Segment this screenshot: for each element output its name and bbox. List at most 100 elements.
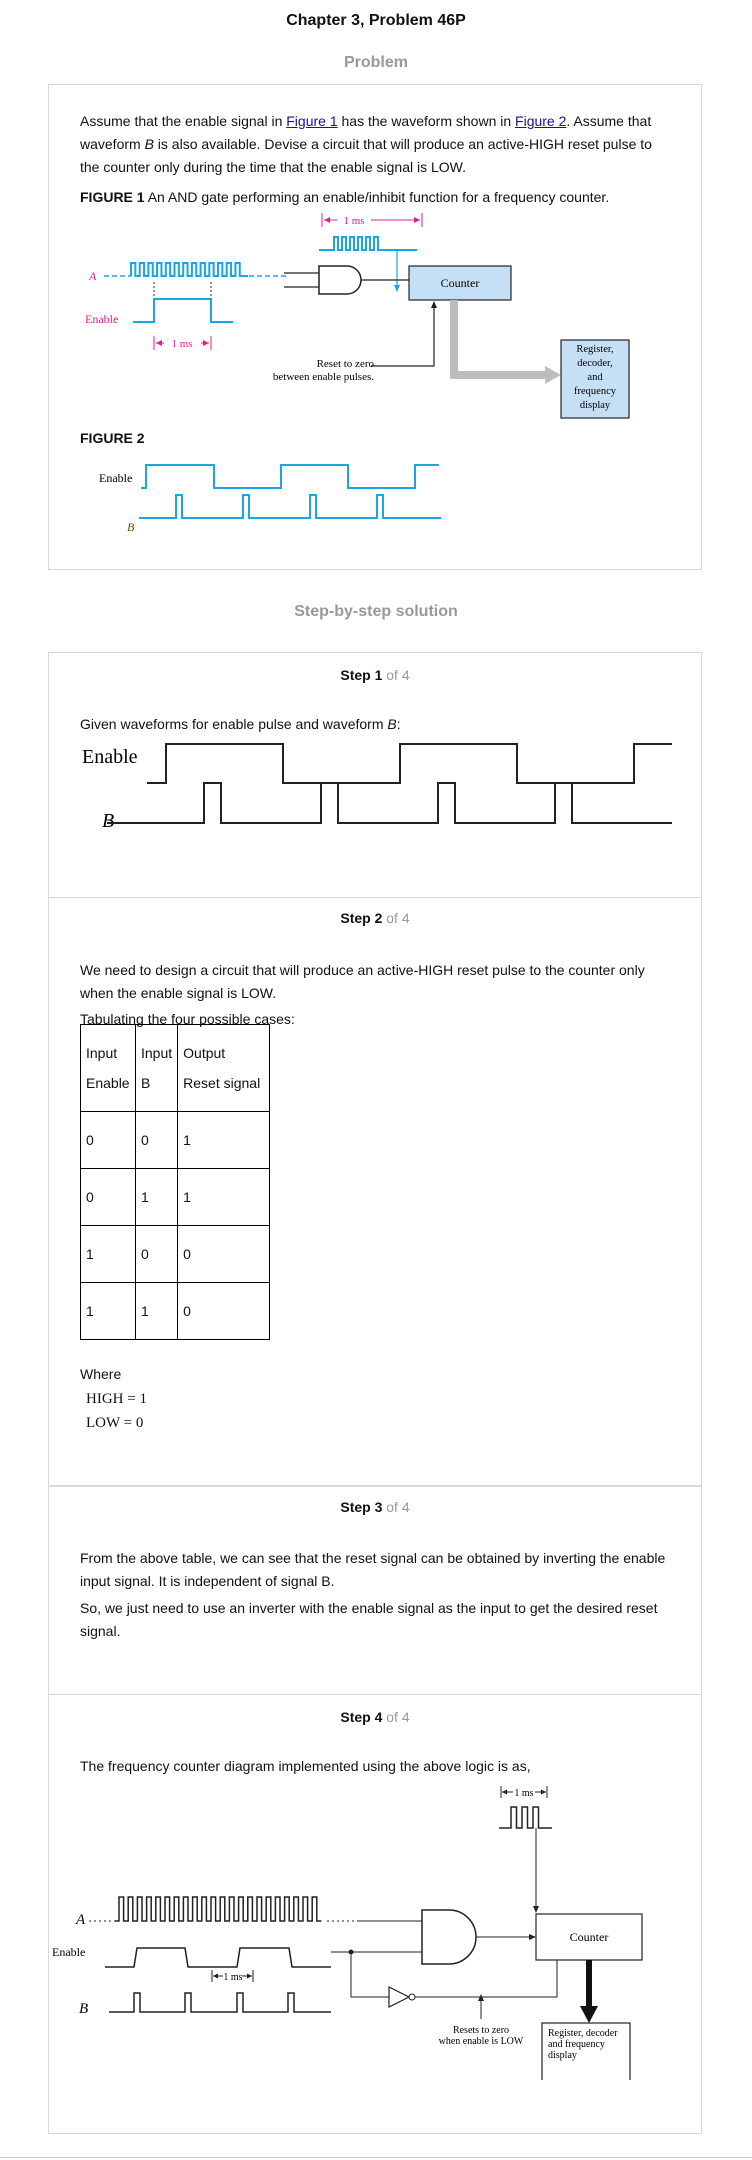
table-cell: 0 [80, 1111, 136, 1169]
register-label-line: Register, decoder [548, 2028, 618, 2039]
table-cell: 1 [134, 1282, 179, 1340]
a-waveform [130, 262, 249, 277]
problem-text-part: is also available. Devise a circuit that… [80, 136, 652, 175]
fig2-b-label: B [127, 520, 135, 534]
resets-label-line2: when enable is LOW [439, 2036, 524, 2047]
step-of-count: of 4 [386, 667, 410, 683]
figure-2-link[interactable]: Figure 2 [515, 113, 567, 129]
step-3-title: Step 3 of 4 [49, 1499, 701, 1515]
step-1-card: Step 1 of 4 Given waveforms for enable p… [48, 652, 702, 898]
ms-bottom-label: 1 ms [171, 338, 192, 350]
equation-high: HIGH = 1 [86, 1391, 147, 1407]
clock-waveform-top [319, 236, 417, 251]
ms-mid-label: 1 ms [223, 1972, 242, 1983]
header-line: Input [141, 1045, 173, 1061]
counter-box [535, 1913, 643, 1961]
step-number: Step 2 [340, 910, 383, 926]
variable-b: B [387, 716, 397, 732]
step-1-title: Step 1 of 4 [49, 667, 701, 683]
figure-1-link[interactable]: Figure 1 [286, 113, 338, 129]
counter-output-arrow [450, 300, 549, 379]
reset-label-line1: Reset to zero [317, 358, 375, 370]
step-number: Step 3 [340, 1499, 383, 1515]
table-cell: 1 [80, 1225, 136, 1283]
enable-label: Enable [85, 312, 118, 326]
register-label-line: frequency [574, 386, 617, 397]
a-waveform [115, 1896, 322, 1922]
problem-heading: Problem [343, 54, 408, 71]
where-label: Where [80, 1366, 122, 1382]
and-gate [318, 265, 362, 295]
header-line: B [141, 1075, 151, 1091]
clock-waveform-top [499, 1806, 552, 1829]
clock-arrowhead [394, 285, 400, 292]
step-1-text: Given waveforms for enable pulse and wav… [80, 713, 670, 736]
truth-header-cell: Input B [134, 1024, 179, 1112]
inverter-to-counter-wire [415, 1956, 558, 1998]
step-2-text-2: Tabulating the four possible cases: [80, 1011, 295, 1027]
step-2-title: Step 2 of 4 [49, 910, 701, 926]
fig2-b-waveform [139, 494, 441, 519]
step-3-text-2: So, we just need to use an inverter with… [80, 1600, 658, 1639]
problem-text-part: Assume that the enable signal in [80, 113, 287, 129]
step-1-waveforms: Enable B [82, 743, 672, 832]
step1-b-waveform [107, 782, 672, 824]
step-of-count: of 4 [386, 910, 410, 926]
register-label-line: and frequency [548, 2039, 605, 2050]
page-title: Chapter 3, Problem 46P [286, 12, 466, 29]
enable-label: Enable [52, 1945, 85, 1959]
ms-top-label: 1 ms [343, 215, 364, 227]
problem-card: Assume that the enable signal in Figure … [48, 84, 702, 570]
reset-pointer-arrowhead [478, 1994, 484, 2001]
clock-arrowhead [533, 1906, 539, 1913]
step1-enable-label: Enable [82, 746, 138, 768]
figure-2-label: FIGURE 2 [80, 430, 145, 446]
enable-to-inverter-wire [350, 1952, 389, 1998]
table-cell: 0 [177, 1225, 271, 1283]
reset-arrowhead [431, 301, 437, 308]
reset-label-line2: between enable pulses. [273, 371, 374, 383]
and-gate [421, 1909, 477, 1965]
a-label: A [75, 1912, 86, 1928]
solution-heading: Step-by-step solution [294, 603, 458, 620]
step-2-text-1: We need to design a circuit that will pr… [80, 962, 645, 1001]
truth-header-cell: Input Enable [80, 1024, 136, 1112]
table-cell: 1 [177, 1168, 271, 1226]
problem-text-part: . Assume that waveform [80, 113, 652, 152]
fig2-enable-label: Enable [99, 471, 132, 485]
step-4-title: Step 4 of 4 [49, 1709, 701, 1725]
figure-2-diagram: Enable B [99, 464, 441, 534]
table-cell: 0 [134, 1225, 179, 1283]
header-line: Output [183, 1045, 226, 1061]
truth-table-header: Input Enable Input B Output Reset signal [80, 1024, 271, 1112]
ms-arrowheads [156, 340, 209, 346]
counter-label: Counter [441, 276, 480, 290]
problem-text: Assume that the enable signal in Figure … [80, 110, 670, 179]
register-label-line: and [587, 372, 603, 383]
figure-1-caption-text: An AND gate performing an enable/inhibit… [144, 189, 610, 205]
ms-arrowheads [502, 1789, 546, 1795]
table-cell: 0 [177, 1282, 271, 1340]
page-bottom-border [0, 2157, 752, 2158]
a-label: A [88, 269, 97, 283]
problem-text-part: has the waveform shown in [337, 113, 516, 129]
register-label: Register, decoder, and frequency display [574, 344, 617, 411]
counter-label: Counter [570, 1930, 609, 1944]
step1-enable-waveform [147, 743, 672, 784]
inverter-gate [388, 1986, 411, 2008]
equation-low: LOW = 0 [86, 1415, 144, 1431]
register-label-line: Register, [576, 344, 613, 355]
table-cell: 1 [134, 1168, 179, 1226]
register-label-line: display [548, 2050, 577, 2061]
step-3-card: Step 3 of 4 From the above table, we can… [48, 1486, 702, 1695]
register-label-line: decoder, [577, 358, 612, 369]
ms-top-label: 1 ms [514, 1788, 533, 1799]
counter-output-arrowhead [580, 2006, 598, 2023]
enable-waveform [133, 298, 233, 323]
figure-1-caption: FIGURE 1 An AND gate performing an enabl… [80, 186, 670, 209]
step-4-card: Step 4 of 4 The frequency counter diagra… [48, 1694, 702, 2134]
table-cell: 1 [177, 1111, 271, 1169]
